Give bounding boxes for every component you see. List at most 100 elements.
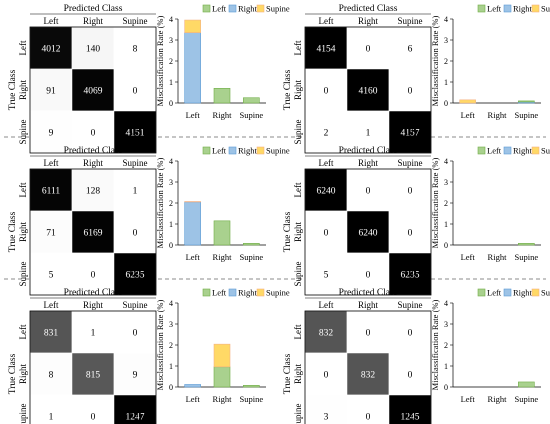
y-tick-label: 0 — [444, 99, 448, 108]
true-tick-label: Right — [293, 364, 303, 385]
bar-left-supine — [243, 243, 260, 246]
y-tick-label: 0 — [169, 383, 173, 392]
true-tick-label: Right — [18, 364, 28, 385]
y-tick-label: 0 — [169, 99, 173, 108]
matrix-cell — [346, 26, 390, 70]
matrix-cell — [113, 394, 157, 424]
legend-label-supine: Supine — [266, 146, 290, 156]
x-tick-label: Left — [186, 110, 201, 120]
matrix-border — [304, 310, 432, 424]
legend-label-right: Right — [513, 4, 533, 14]
legend-label-left: Left — [487, 146, 502, 156]
matrix-value: 5 — [324, 271, 329, 281]
predicted-class-label: Predicted Class — [64, 288, 123, 298]
x-tick-label: Left — [186, 394, 201, 404]
y-tick-label: 2 — [444, 199, 448, 208]
x-tick-label: Supine — [240, 252, 264, 262]
matrix-cell — [71, 352, 115, 396]
matrix-value: 0 — [91, 271, 96, 281]
legend-swatch-left — [202, 288, 211, 297]
y-tick-label: 3 — [169, 36, 173, 45]
legend-swatch-right — [228, 288, 237, 297]
legend-swatch-left — [477, 4, 486, 13]
bar-left-supine — [243, 385, 260, 388]
matrix-border — [304, 168, 432, 296]
legend-swatch-left — [202, 146, 211, 155]
y-tick-label: 0 — [444, 241, 448, 250]
bar-left-supine — [518, 381, 535, 388]
matrix-value: 0 — [133, 329, 138, 339]
legend-label-right: Right — [238, 146, 258, 156]
matrix-value: 6240 — [317, 187, 336, 197]
matrix-value: 6235 — [401, 271, 420, 281]
predicted-tick-label: Right — [83, 300, 104, 310]
matrix-value: 0 — [324, 371, 329, 381]
bar-right-left — [184, 32, 201, 104]
matrix-cell — [304, 68, 348, 112]
y-tick-label: 1 — [444, 220, 448, 229]
matrix-value: 0 — [324, 229, 329, 239]
matrix-cell — [304, 110, 348, 154]
matrix-value: 815 — [86, 371, 101, 381]
true-tick-label: Supine — [18, 403, 28, 424]
x-tick-label: Supine — [515, 252, 539, 262]
y-tick-label: 4 — [444, 299, 448, 308]
legend-swatch-left — [477, 288, 486, 297]
matrix-cell — [304, 26, 348, 70]
x-tick-label: Left — [461, 110, 476, 120]
x-tick-label: Supine — [515, 110, 539, 120]
x-tick-label: Left — [186, 252, 201, 262]
legend-swatch-right — [228, 146, 237, 155]
matrix-cell — [388, 110, 432, 154]
y-tick-label: 2 — [169, 199, 173, 208]
predicted-class-label: Predicted Class — [339, 4, 398, 14]
matrix-value: 1245 — [401, 413, 420, 423]
true-tick-label: Supine — [293, 119, 303, 144]
true-class-label: True Class — [8, 353, 18, 394]
true-class-label: True Class — [283, 211, 293, 252]
matrix-value: 91 — [46, 87, 56, 97]
predicted-tick-label: Left — [44, 300, 59, 310]
true-tick-label: Supine — [18, 261, 28, 286]
y-tick-label: 4 — [444, 157, 448, 166]
predicted-tick-label: Right — [83, 158, 104, 168]
matrix-cell — [346, 110, 390, 154]
matrix-cell — [71, 110, 115, 154]
matrix-value: 8 — [49, 371, 54, 381]
matrix-cell — [304, 168, 348, 212]
predicted-tick-label: Supine — [397, 300, 422, 310]
matrix-value: 0 — [366, 413, 371, 423]
predicted-tick-label: Left — [44, 158, 59, 168]
misclassification-rate-axis-label: Misclassification Rate (%) — [155, 300, 165, 391]
y-tick-label: 3 — [169, 320, 173, 329]
bar-left-supine — [243, 97, 260, 104]
predicted-tick-label: Right — [358, 16, 379, 26]
legend-swatch-left — [477, 146, 486, 155]
predicted-class-label: Predicted Class — [64, 146, 123, 156]
matrix-value: 2 — [324, 129, 329, 139]
y-tick-label: 2 — [444, 341, 448, 350]
misclassification-rate-axis-label: Misclassification Rate (%) — [155, 158, 165, 249]
legend-swatch-supine — [531, 4, 540, 13]
matrix-border — [304, 26, 432, 154]
true-tick-label: Left — [18, 40, 28, 55]
true-tick-label: Right — [293, 222, 303, 243]
matrix-value: 4157 — [401, 129, 420, 139]
legend-label-right: Right — [238, 4, 258, 14]
matrix-cell — [71, 168, 115, 212]
legend-label-left: Left — [212, 146, 227, 156]
true-tick-label: Right — [18, 222, 28, 243]
panel-c: Predicted Class Left Right Supine True Class… — [8, 146, 290, 296]
matrix-value: 1247 — [126, 413, 145, 423]
panel-label: (c) — [131, 267, 142, 278]
predicted-tick-label: Supine — [122, 300, 147, 310]
matrix-value: 6 — [408, 45, 413, 55]
predicted-tick-label: Supine — [397, 158, 422, 168]
y-tick-label: 0 — [444, 383, 448, 392]
true-tick-label: Supine — [293, 261, 303, 286]
y-tick-label: 4 — [169, 15, 173, 24]
legend-swatch-right — [228, 4, 237, 13]
true-tick-label: Left — [18, 324, 28, 339]
misclassification-rate-axis-label: Misclassification Rate (%) — [430, 158, 440, 249]
